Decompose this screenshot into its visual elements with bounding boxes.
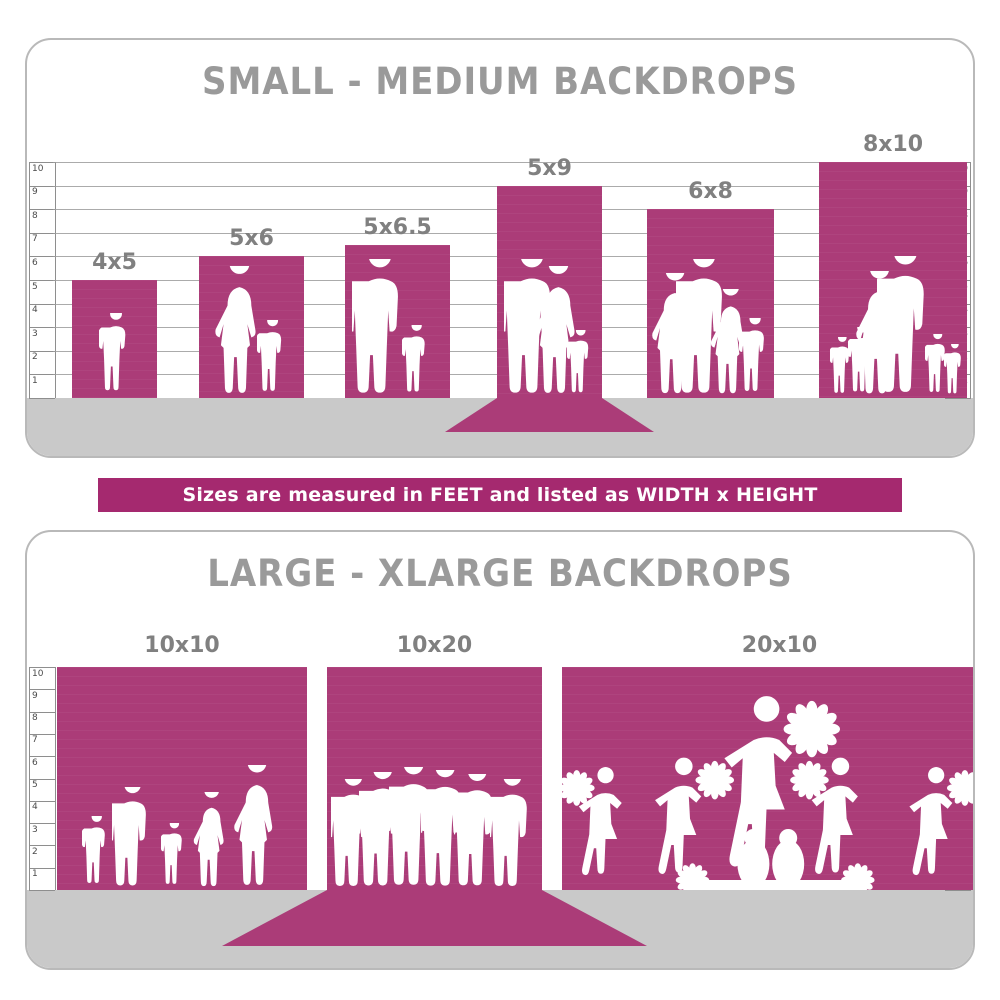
ruler-tick-label-7: 7: [32, 735, 38, 746]
ruler-tick-line: [29, 867, 55, 869]
ruler-tick-line: [29, 256, 55, 258]
measurement-note-text: Sizes are measured in FEET and listed as…: [182, 484, 818, 506]
ruler-tick-label-8: 8: [32, 210, 38, 221]
ruler-frame-left-inner: [55, 667, 56, 890]
ruler-tick-label-6: 6: [32, 257, 38, 268]
ruler-tick-line: [29, 209, 55, 211]
backdrop-size-label-5x9: 5x9: [527, 155, 572, 181]
ruler-tick-line: [29, 823, 55, 825]
chart-plot-large-xlarge: 1 2 3 4 5 6 7 8 9 10 1 2 3 4 5 6 7 8 9 10 10x10 10x20 20x10: [27, 633, 973, 968]
ruler-tick-label-7: 7: [32, 234, 38, 245]
ruler-tick-label-4: 4: [32, 305, 38, 316]
silhouette-group-4x5: [72, 162, 157, 398]
ruler-tick-label-4: 4: [32, 802, 38, 813]
ruler-tick-line: [29, 756, 55, 758]
ruler-tick-line: [29, 800, 55, 802]
ruler-tick-label-8: 8: [32, 713, 38, 724]
ruler-tick-line: [29, 667, 55, 668]
backdrop-size-label-10x20: 10x20: [396, 633, 473, 658]
ruler-tick-line: [29, 890, 55, 891]
backdrop-size-label-10x10: 10x10: [144, 633, 220, 658]
silhouette-group-5x6.5: [345, 162, 450, 398]
ruler-tick-line: [29, 162, 55, 163]
ruler-tick-line: [945, 398, 971, 399]
ruler-tick-line: [29, 711, 55, 713]
backdrop-size-label-8x10: 8x10: [862, 132, 924, 157]
ruler-tick-label-10: 10: [32, 163, 44, 174]
chart-plot-small-medium: 1 2 3 4 5 6 7 8 9 10 1 2 3 4 5 6 7 8 9 10 4x5 5x6 5x6.5 5x9 6x…: [27, 132, 973, 456]
scale-ruler-left: 1 2 3 4 5 6 7 8 9 10: [29, 162, 55, 399]
ruler-tick-label-5: 5: [32, 281, 38, 292]
backdrop-size-label-5x6: 5x6: [229, 226, 274, 252]
panel-small-medium: SMALL - MEDIUM BACKDROPS 1 2 3 4 5 6 7 8 9 10 1 2 3…: [25, 38, 975, 458]
silhouette-group-10x20: [327, 667, 542, 890]
ruler-tick-line: [29, 303, 55, 305]
ruler-tick-line: [29, 398, 55, 399]
backdrop-size-label-4x5: 4x5: [92, 250, 137, 275]
ruler-tick-line: [29, 327, 55, 329]
silhouette-group-5x6: [199, 162, 304, 398]
ruler-tick-label-2: 2: [32, 846, 38, 857]
ruler-tick-line: [29, 778, 55, 780]
ruler-tick-line: [29, 374, 55, 376]
page-title-small-medium: SMALL - MEDIUM BACKDROPS: [202, 60, 798, 103]
ruler-tick-label-1: 1: [32, 869, 38, 880]
panel-large-xlarge: LARGE - XLARGE BACKDROPS 1 2 3 4 5 6 7 8 9 10 1 2 3…: [25, 530, 975, 970]
ruler-tick-label-3: 3: [32, 824, 38, 835]
ruler-tick-line: [29, 232, 55, 234]
ruler-tick-label-9: 9: [32, 690, 38, 701]
ruler-tick-line: [29, 185, 55, 187]
ruler-tick-line: [945, 890, 971, 891]
ruler-tick-line: [29, 350, 55, 352]
ruler-tick-label-6: 6: [32, 757, 38, 768]
ruler-tick-line: [29, 280, 55, 281]
ruler-tick-line: [29, 733, 55, 735]
backdrop-size-label-6x8: 6x8: [688, 179, 733, 205]
page-title-large-xlarge: LARGE - XLARGE BACKDROPS: [207, 552, 793, 595]
ruler-tick-label-2: 2: [32, 352, 38, 363]
silhouette-group-20x10: [562, 667, 973, 890]
chart-gridline-10: [53, 162, 947, 163]
ruler-tick-label-9: 9: [32, 187, 38, 198]
ruler-tick-line: [29, 689, 55, 691]
silhouette-group-5x9: [497, 162, 602, 398]
ruler-tick-label-5: 5: [32, 780, 38, 790]
silhouette-group-6x8: [647, 162, 774, 398]
silhouette-group-10x10: [57, 667, 307, 890]
silhouette-group-8x10: [819, 162, 967, 398]
backdrop-size-label-20x10: 20x10: [741, 633, 818, 658]
ruler-tick-label-1: 1: [32, 375, 38, 386]
ruler-tick-line: [29, 845, 55, 847]
scale-ruler-left: 1 2 3 4 5 6 7 8 9 10: [29, 667, 55, 891]
backdrop-size-label-5x6.5: 5x6.5: [363, 214, 432, 240]
measurement-note-banner: Sizes are measured in FEET and listed as…: [98, 478, 902, 512]
ruler-tick-label-3: 3: [32, 328, 38, 339]
ruler-tick-label-10: 10: [32, 668, 44, 679]
